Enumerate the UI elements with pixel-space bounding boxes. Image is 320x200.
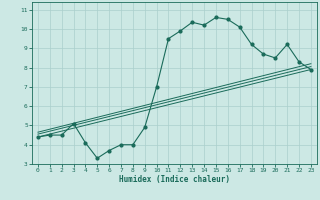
X-axis label: Humidex (Indice chaleur): Humidex (Indice chaleur) [119,175,230,184]
